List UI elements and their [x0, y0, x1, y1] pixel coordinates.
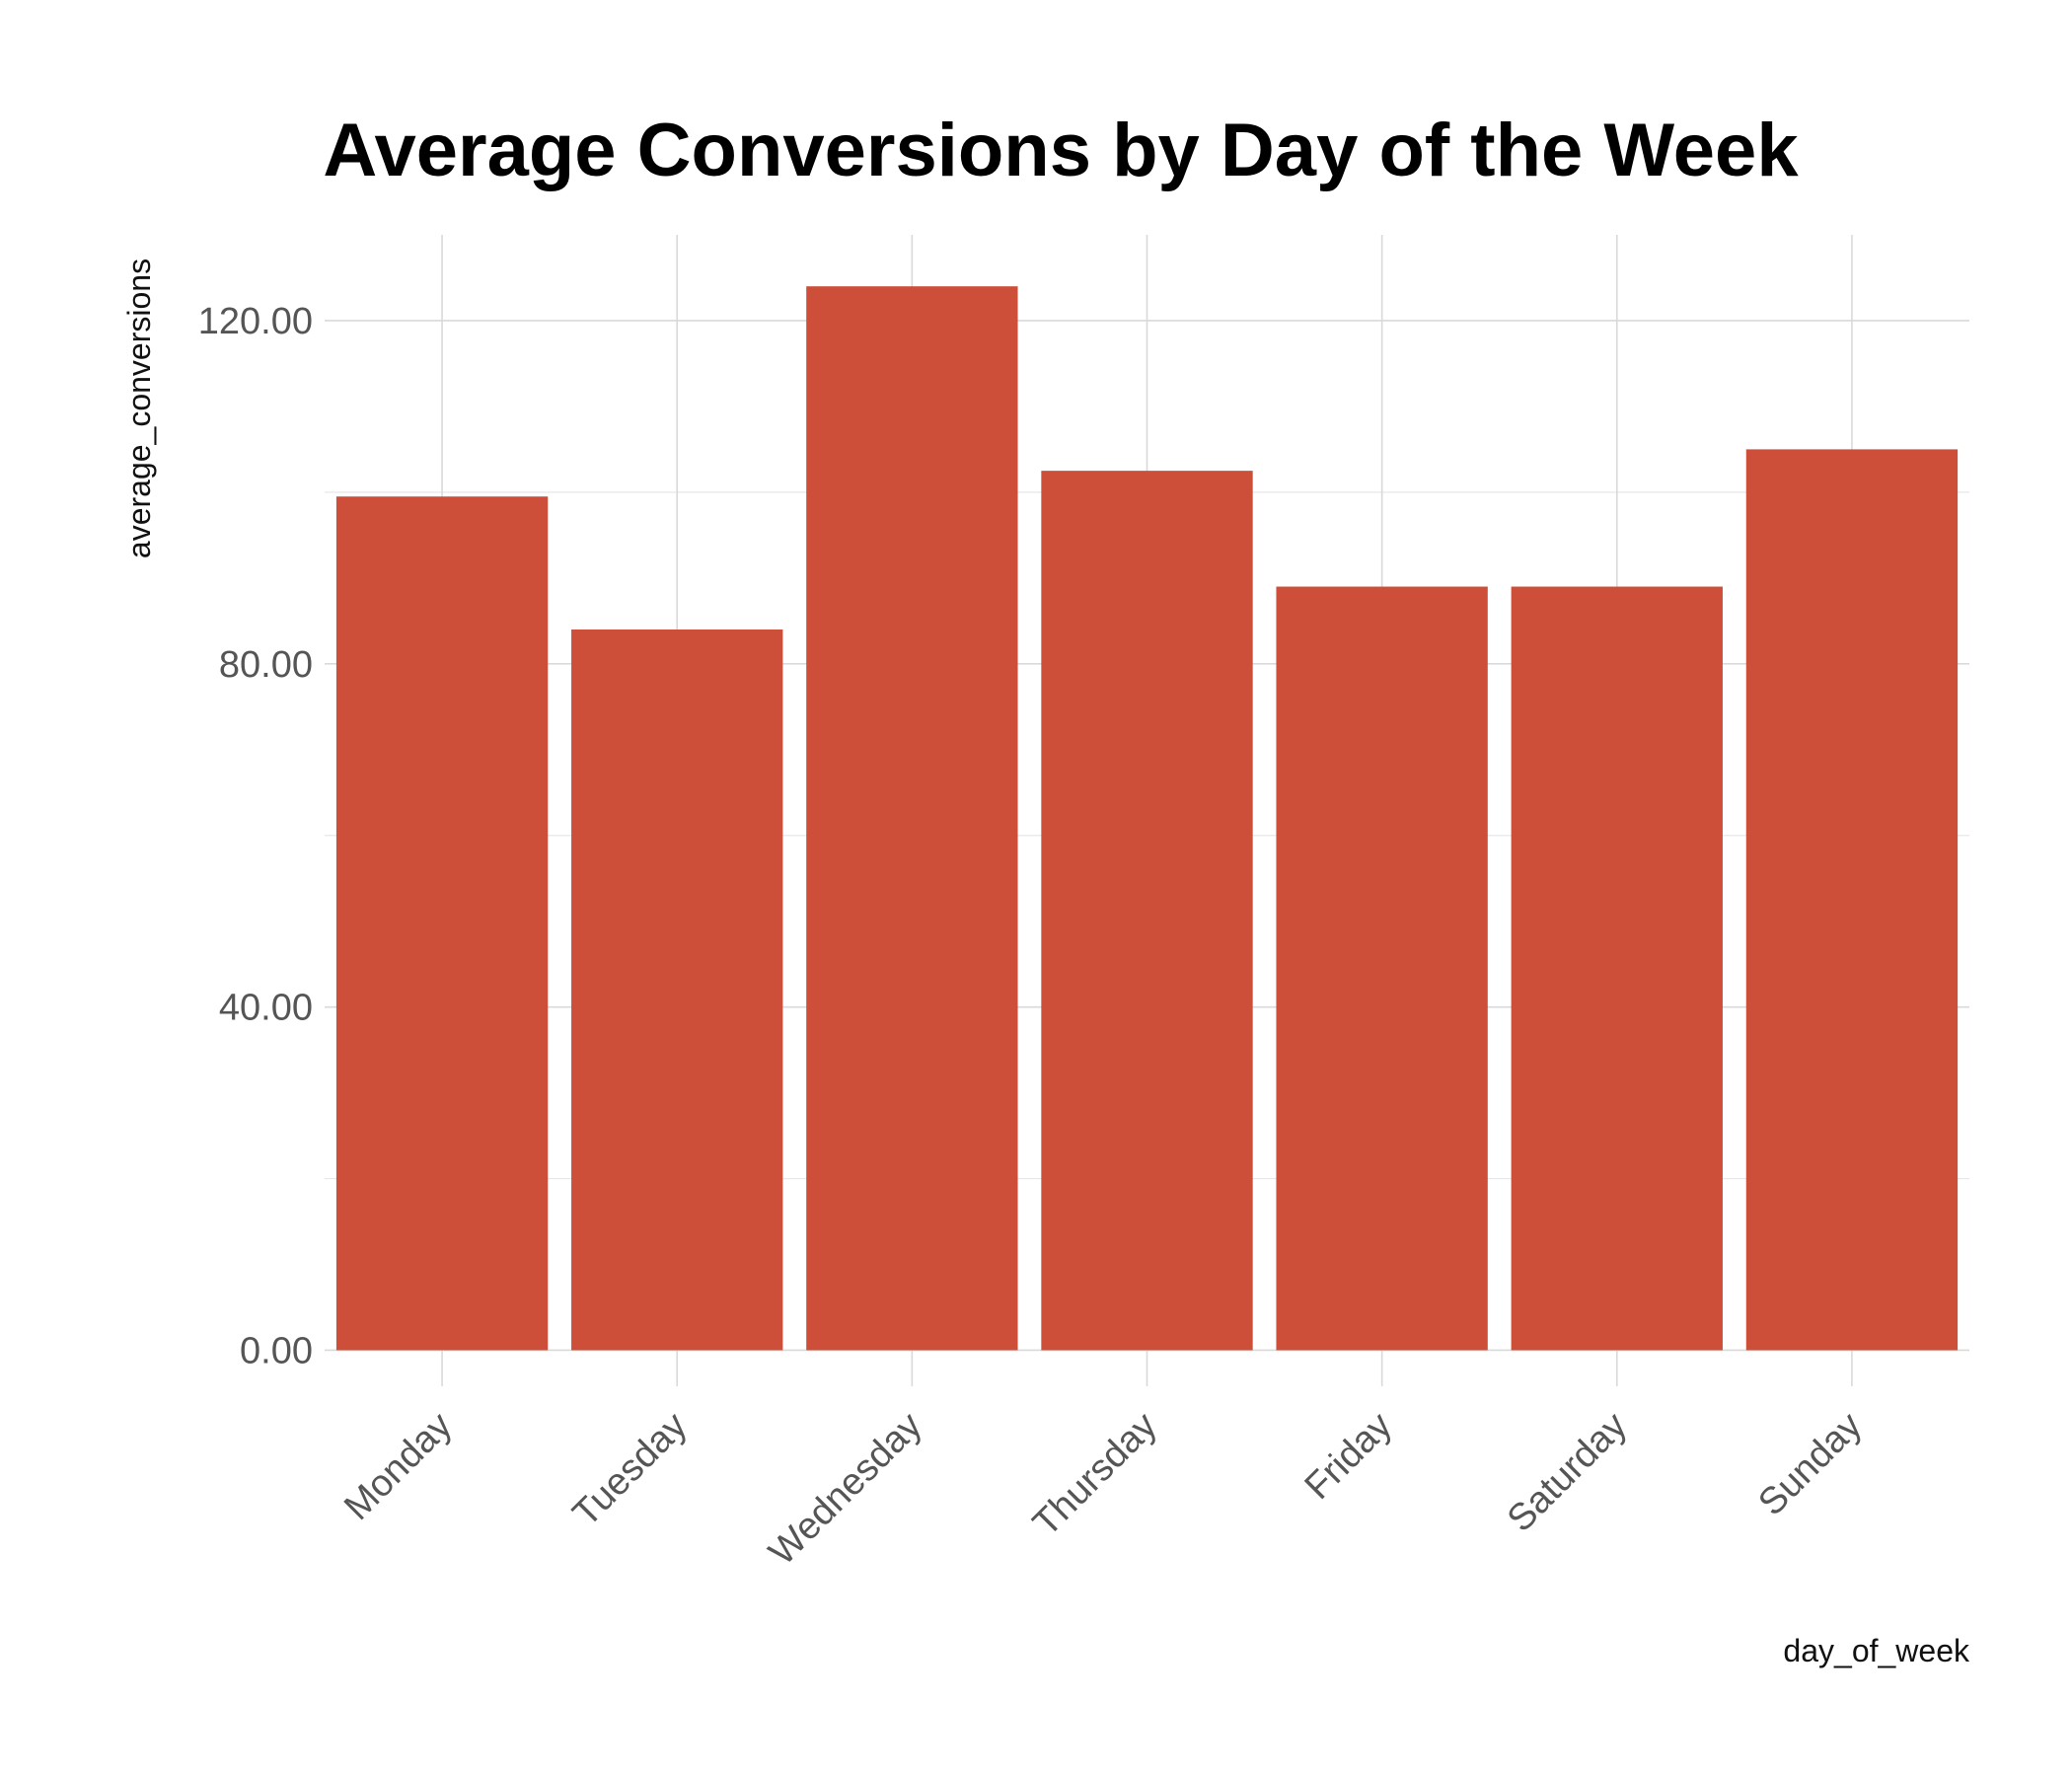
- bar-wednesday: [806, 286, 1018, 1351]
- x-tick-labels: Monday Tuesday Wednesday Thursday Friday Satu…: [336, 1405, 1870, 1574]
- bar-sunday: [1745, 449, 1959, 1351]
- x-tick-label: Tuesday: [565, 1405, 696, 1535]
- y-tick-label: 40.00: [219, 988, 313, 1029]
- bar-thursday: [1041, 471, 1253, 1351]
- y-tick-label: 120.00: [198, 301, 313, 342]
- x-tick-label: Wednesday: [762, 1405, 930, 1574]
- chart-title: Average Conversions by Day of the Week: [323, 109, 1799, 192]
- bar-tuesday: [571, 629, 783, 1351]
- x-tick-label: Sunday: [1750, 1405, 1870, 1524]
- y-tick-label: 0.00: [240, 1330, 313, 1371]
- y-tick-label: 80.00: [219, 644, 313, 686]
- x-tick-label: Thursday: [1025, 1405, 1165, 1545]
- y-axis-title: average_conversions: [121, 259, 157, 558]
- x-tick-label: Saturday: [1500, 1405, 1635, 1540]
- bar-monday: [335, 496, 549, 1351]
- bars: [335, 286, 1959, 1351]
- x-tick-label: Friday: [1297, 1405, 1400, 1508]
- x-tick-label: Monday: [336, 1405, 460, 1528]
- y-tick-labels: 0.00 40.00 80.00 120.00: [198, 301, 313, 1372]
- x-axis-title: day_of_week: [1783, 1633, 1970, 1668]
- bar-saturday: [1511, 586, 1723, 1351]
- bar-friday: [1276, 586, 1488, 1351]
